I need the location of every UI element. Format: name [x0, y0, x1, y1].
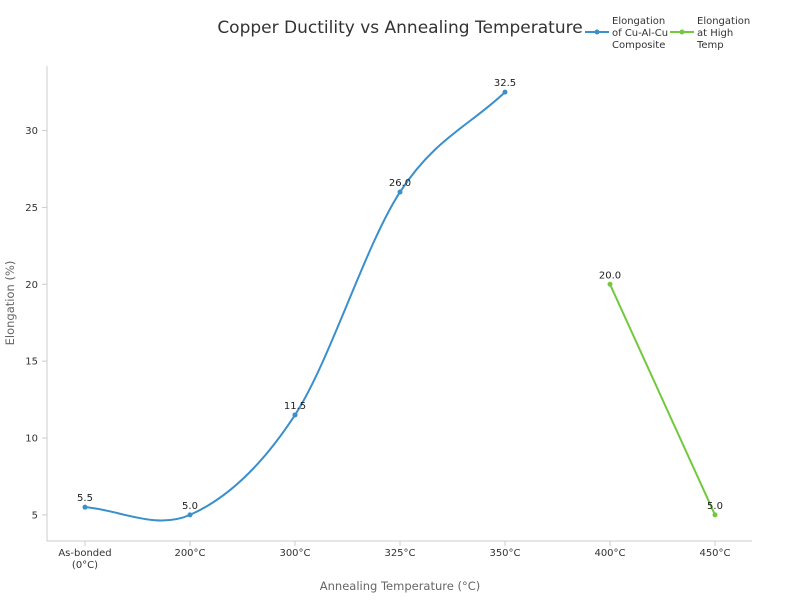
series-layer: 5.5 5.0 11.5 26.0 32.5 20.0 5.0: [77, 78, 723, 522]
data-label: 32.5: [494, 78, 516, 89]
x-tick-label: 200°C: [174, 548, 205, 559]
data-point: [187, 512, 193, 518]
legend-swatch-marker: [679, 29, 685, 35]
x-tick-label: 300°C: [279, 548, 310, 559]
data-point: [502, 89, 508, 95]
legend-item-2: Elongation at High Temp: [670, 16, 750, 51]
y-tick-label: 5: [32, 510, 38, 521]
data-label: 5.0: [707, 501, 723, 512]
y-tick-label: 30: [25, 126, 38, 137]
axes: 5 10 15 20 25 30 As-bonded (0°C) 200°C 300°C 325°C…: [25, 66, 752, 571]
x-tick-label: 350°C: [489, 548, 520, 559]
legend-label: Elongation at High Temp: [696, 16, 750, 51]
series-2: 20.0 5.0: [599, 270, 723, 518]
x-tick-label: As-bonded (0°C): [58, 548, 111, 571]
data-label: 11.5: [284, 401, 306, 412]
legend: Elongation of Cu-Al-Cu Composite Elongation…: [585, 16, 750, 51]
legend-swatch-marker: [594, 29, 600, 35]
x-tick-label: 450°C: [699, 548, 730, 559]
data-point: [397, 189, 403, 195]
series-line: [609, 283, 716, 516]
data-label: 5.5: [77, 493, 93, 504]
y-tick-label: 10: [25, 434, 38, 445]
x-axis-title: Annealing Temperature (°C): [320, 579, 480, 593]
series-line: [84, 91, 506, 522]
data-point: [712, 512, 718, 518]
data-point: [292, 412, 298, 418]
data-point: [82, 504, 88, 510]
data-label: 26.0: [389, 178, 411, 189]
data-label: 5.0: [182, 501, 198, 512]
y-tick-label: 15: [25, 357, 38, 368]
x-tick-label: 325°C: [384, 548, 415, 559]
legend-item-1: Elongation of Cu-Al-Cu Composite: [585, 16, 668, 51]
y-tick-label: 20: [25, 280, 38, 291]
y-tick-label: 25: [25, 203, 38, 214]
x-tick-label: 400°C: [594, 548, 625, 559]
chart-title: Copper Ductility vs Annealing Temperatur…: [217, 18, 582, 38]
data-point: [607, 281, 613, 287]
series-1: 5.5 5.0 11.5 26.0 32.5: [77, 78, 516, 522]
y-axis-title: Elongation (%): [3, 261, 17, 346]
legend-label: Elongation of Cu-Al-Cu Composite: [612, 16, 668, 51]
data-label: 20.0: [599, 270, 621, 281]
